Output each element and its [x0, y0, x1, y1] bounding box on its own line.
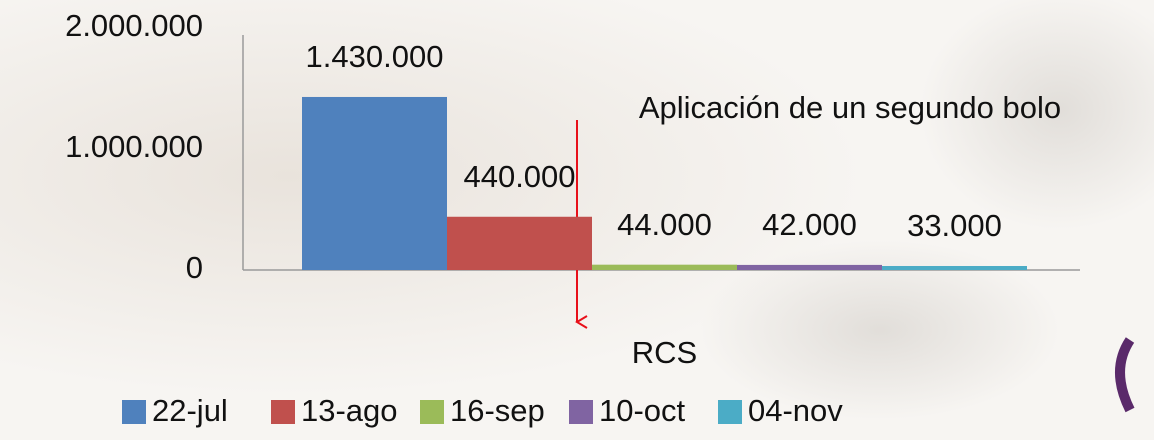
value-label: 42.000	[762, 207, 857, 242]
chart: Aplicación de un segundo bolo 0 1.000.000…	[0, 0, 1154, 440]
annotation: Aplicación de un segundo bolo	[639, 90, 1061, 125]
y-tick-label: 2.000.000	[65, 8, 203, 43]
legend-swatch	[718, 400, 742, 424]
legend-swatch	[122, 400, 146, 424]
y-tick-label: 0	[186, 250, 203, 285]
page: {"chart_data": { "type": "bar", "categor…	[0, 0, 1154, 440]
value-label: 44.000	[617, 207, 712, 242]
bar	[882, 266, 1027, 270]
legend-swatch	[569, 400, 593, 424]
x-tick-label: RCS	[632, 335, 697, 370]
legend-label: 13-ago	[301, 393, 398, 428]
legend-swatch	[420, 400, 444, 424]
value-label: 33.000	[907, 208, 1002, 243]
y-tick-label: 1.000.000	[65, 129, 203, 164]
legend-swatch	[271, 400, 295, 424]
legend-label: 16-sep	[450, 393, 545, 428]
bar	[737, 265, 882, 270]
bar	[592, 265, 737, 270]
legend-label: 10-oct	[599, 393, 686, 428]
legend-label: 04-nov	[748, 393, 843, 428]
bar	[447, 217, 592, 270]
value-label: 1.430.000	[306, 39, 444, 74]
legend-label: 22-jul	[152, 393, 228, 428]
value-label: 440.000	[463, 159, 575, 194]
bar	[302, 97, 447, 270]
